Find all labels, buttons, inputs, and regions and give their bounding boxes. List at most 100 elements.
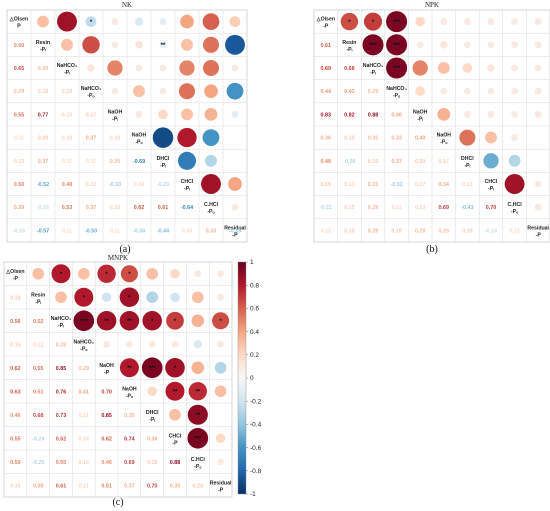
colorbar-tick-label: 0.4: [250, 329, 259, 336]
correlation-circle: [217, 340, 224, 348]
variable-label: Residual: [527, 225, 549, 231]
colorbar-tick-label: -0.8: [250, 468, 262, 475]
correlation-circle: [191, 361, 205, 375]
colorbar-tick-label: -0.2: [250, 398, 262, 405]
correlation-value: -0.50: [85, 228, 97, 234]
correlation-circle: [37, 15, 49, 28]
correlation-value: 0.48: [321, 159, 332, 165]
correlation-value: 0.11: [79, 483, 89, 489]
correlation-circle: [440, 18, 448, 26]
significance-mark: ***: [149, 366, 157, 372]
correlation-value: 0.12: [509, 228, 520, 234]
correlation-value: 0.37: [38, 159, 49, 165]
correlation-circle: [170, 269, 180, 279]
correlation-value: 0.61: [158, 205, 169, 211]
correlation-value: 0.50: [10, 460, 21, 466]
correlation-circle: [440, 87, 448, 95]
colorbar-tick-label: -0.4: [250, 422, 262, 429]
panel-title: NK: [122, 1, 132, 9]
correlation-circle: [85, 16, 97, 27]
correlation-value: 0.33: [391, 136, 402, 142]
variable-label: -P: [218, 487, 224, 493]
correlation-circle: [159, 41, 167, 49]
correlation-value: -0.39: [229, 228, 241, 234]
correlation-value: 0.76: [56, 389, 67, 395]
variable-label: NaOH: [413, 109, 428, 115]
correlation-circle: [508, 154, 521, 167]
correlation-value: 0.70: [486, 205, 497, 211]
correlation-circle: [202, 129, 220, 146]
correlation-value: 0.51: [33, 389, 44, 395]
variable-label: -Pᵢ: [149, 417, 155, 423]
correlation-value: 0.62: [10, 366, 21, 372]
variable-label: C.HCl: [191, 457, 206, 463]
correlation-circle: [204, 108, 218, 121]
correlation-circle: [511, 87, 519, 95]
variable-label: NaOH: [132, 133, 147, 139]
correlation-circle: [229, 16, 241, 27]
correlation-circle: [437, 62, 450, 74]
variable-label: -Pᵢ: [370, 70, 376, 76]
correlation-circle: [142, 310, 162, 331]
variable-label: NaHCO₃: [386, 86, 407, 92]
significance-mark: *: [372, 20, 375, 26]
correlation-value: 0.85: [56, 366, 67, 372]
correlation-value: 0.15: [10, 342, 21, 348]
variable-label: -Pᵢ: [488, 186, 494, 192]
variable-label: DHCl: [157, 156, 170, 162]
correlation-value: 0.20: [415, 159, 426, 165]
significance-mark: *: [105, 272, 108, 278]
correlation-value: 0.51: [101, 483, 112, 489]
correlation-circle: [171, 340, 179, 348]
correlation-circle: [511, 64, 519, 72]
correlation-value: 0.30: [110, 159, 121, 165]
correlation-value: 0.11: [62, 228, 72, 234]
significance-mark: **: [195, 389, 200, 395]
variable-label: P: [17, 24, 21, 30]
correlation-circle: [226, 82, 244, 100]
significance-mark: *: [219, 319, 222, 325]
correlation-value: 0.88: [170, 460, 181, 466]
correlation-circle: [51, 264, 71, 284]
variable-label: -Pₒ: [207, 209, 214, 215]
variable-label: NaOH: [108, 109, 123, 115]
variable-label: DHCl: [146, 410, 159, 416]
correlation-circle: [119, 310, 140, 331]
variable-label: NaHCO₃: [74, 339, 95, 345]
significance-mark: *: [90, 20, 93, 26]
panel-label: (b): [426, 244, 438, 255]
correlation-value: 0.46: [10, 413, 21, 419]
panel-title: MNPK: [108, 254, 128, 262]
correlation-circle: [217, 458, 224, 466]
correlation-circle: [126, 340, 133, 348]
correlation-circle: [415, 16, 426, 27]
colorbar-tick-label: 0.2: [250, 352, 259, 359]
variable-label: -Pᵢ: [64, 70, 70, 76]
correlation-value: 0.56: [10, 319, 21, 325]
correlation-value: 0.18: [38, 89, 49, 95]
colorbar-tick-label: -1: [250, 491, 256, 498]
correlation-value: 0.29: [79, 366, 90, 372]
correlation-circle: [180, 14, 194, 29]
correlation-circle: [159, 87, 167, 95]
correlation-value: 0.77: [38, 112, 49, 118]
correlation-circle: [437, 108, 451, 121]
correlation-value: 0.29: [368, 228, 379, 234]
variable-label: △Olsen: [316, 17, 335, 23]
correlation-value: 0.17: [439, 159, 450, 165]
correlation-circle: [487, 110, 495, 118]
correlation-value: 0.36: [321, 136, 332, 142]
significance-mark: *: [128, 295, 131, 301]
variable-label: -P: [104, 370, 110, 376]
correlation-circle: [147, 386, 157, 396]
correlation-value: 0.28: [56, 342, 67, 348]
correlation-circle: [511, 41, 519, 49]
variable-label: -Pₒ: [87, 93, 94, 99]
correlation-circle: [159, 64, 167, 72]
correlation-circle: [214, 385, 227, 398]
correlation-circle: [487, 64, 495, 72]
correlation-circle: [120, 265, 138, 283]
correlation-circle: [487, 41, 495, 49]
correlation-circle: [386, 11, 408, 33]
